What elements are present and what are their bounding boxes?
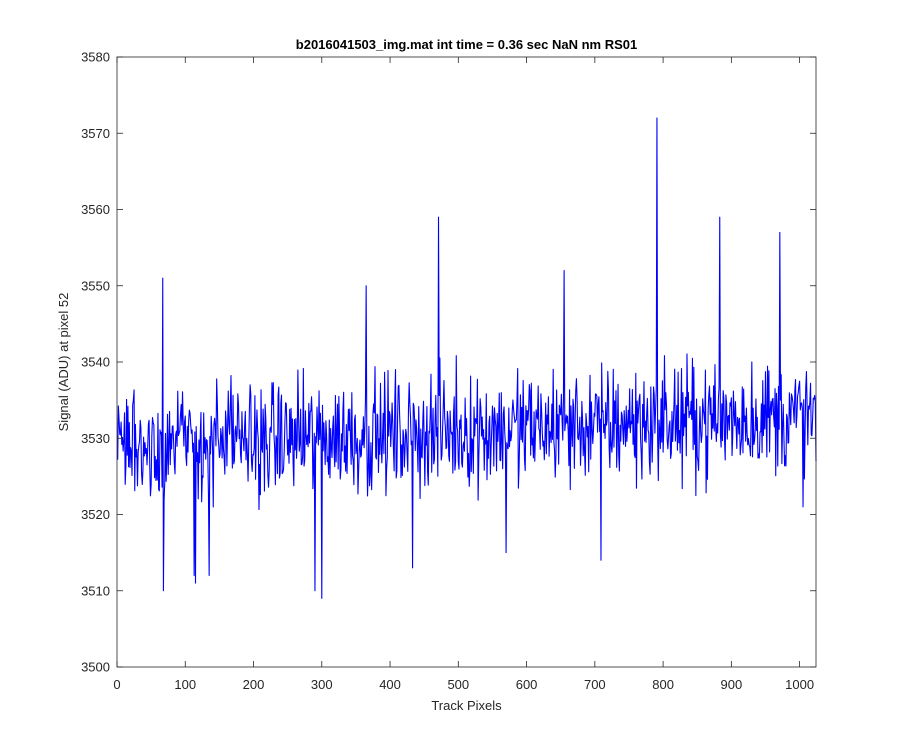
- x-tick-label: 100: [174, 677, 196, 692]
- y-tick-label: 3500: [81, 660, 110, 675]
- x-tick-label: 700: [584, 677, 606, 692]
- y-tick-label: 3530: [81, 431, 110, 446]
- y-tick-label: 3540: [81, 355, 110, 370]
- plot-area: [117, 57, 816, 667]
- x-axis-ticks: 0 100 200 300 400 500 600 700 800 900 1000: [113, 57, 814, 692]
- x-axis-label: Track Pixels: [431, 698, 502, 713]
- chart-title: b2016041503_img.mat int time = 0.36 sec …: [296, 37, 637, 52]
- x-tick-label: 800: [652, 677, 674, 692]
- x-tick-label: 400: [379, 677, 401, 692]
- y-tick-label: 3580: [81, 50, 110, 65]
- x-tick-label: 500: [447, 677, 469, 692]
- x-tick-label: 300: [311, 677, 333, 692]
- x-tick-label: 600: [516, 677, 538, 692]
- x-tick-label: 900: [721, 677, 743, 692]
- x-tick-label: 0: [113, 677, 120, 692]
- x-tick-label: 200: [243, 677, 265, 692]
- y-tick-label: 3510: [81, 583, 110, 598]
- y-axis-ticks: 3500 3510 3520 3530 3540 3550 3560 3570 3580: [81, 50, 816, 675]
- y-tick-label: 3570: [81, 126, 110, 141]
- y-tick-label: 3550: [81, 278, 110, 293]
- y-tick-label: 3560: [81, 202, 110, 217]
- signal-line: [117, 117, 817, 599]
- y-axis-label: Signal (ADU) at pixel 52: [56, 293, 71, 432]
- x-tick-label: 1000: [785, 677, 814, 692]
- y-tick-label: 3520: [81, 507, 110, 522]
